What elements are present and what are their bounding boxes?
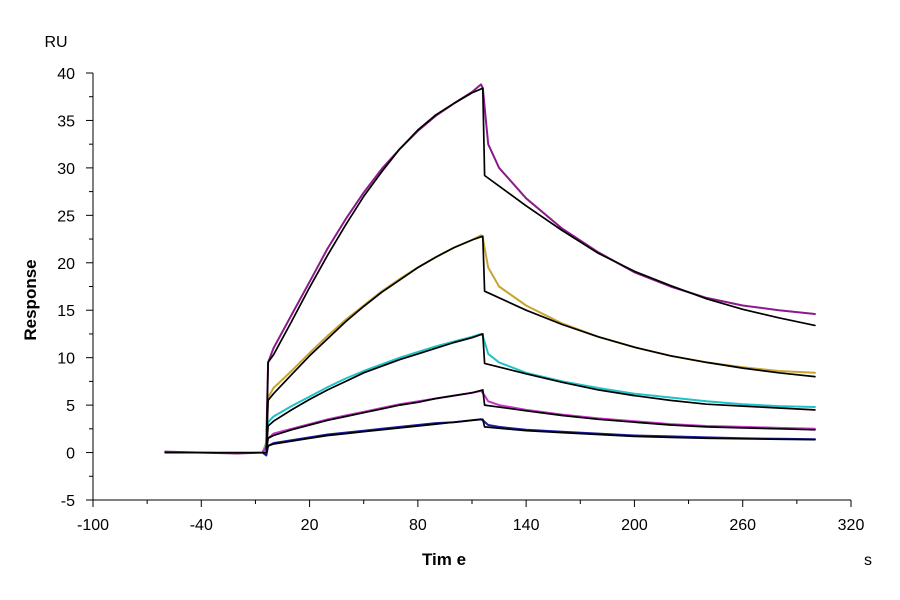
x-tick-label: 260: [729, 517, 756, 534]
axes-layer: -5 0 5 10 15 20 25 30 35 40 -100 -40 20 80 140 200 260 32…: [57, 66, 864, 534]
y-tick-label: 5: [66, 398, 75, 415]
x-unit-label: s: [864, 552, 872, 569]
fit-curve-8: [265, 389, 816, 454]
y-tick-label: 15: [57, 303, 75, 320]
y-tick-label: 40: [57, 66, 75, 83]
fit-curve-9: [265, 418, 816, 454]
fit-curve-6: [265, 235, 816, 454]
y-tick-label: 0: [66, 446, 75, 463]
y-tick-label: 35: [57, 113, 75, 130]
y-unit-label: RU: [44, 34, 67, 51]
x-tick-label: 320: [838, 517, 865, 534]
x-tick-label: 20: [301, 517, 319, 534]
x-tick-label: -40: [190, 517, 213, 534]
fit-curve-7: [265, 333, 816, 454]
response-curve-1: [261, 234, 816, 454]
x-tick-label: 200: [621, 517, 648, 534]
y-tick-label: -5: [61, 493, 75, 510]
x-tick-label: -100: [77, 517, 109, 534]
y-tick-label: 30: [57, 161, 75, 178]
fit-curve-5: [164, 87, 816, 454]
y-axis-title: Response: [21, 259, 40, 340]
x-tick-label: 80: [409, 517, 427, 534]
response-curve-4: [261, 418, 816, 457]
y-tick-label: 10: [57, 351, 75, 368]
y-tick-label: 20: [57, 256, 75, 273]
y-tick-label: 25: [57, 208, 75, 225]
response-curve-3: [261, 389, 816, 454]
response-curve-2: [261, 332, 816, 454]
labels-layer: Response Tim e RU s: [21, 34, 872, 569]
series-layer: [164, 83, 816, 457]
x-axis-title: Tim e: [422, 550, 466, 569]
x-tick-label: 140: [513, 517, 540, 534]
